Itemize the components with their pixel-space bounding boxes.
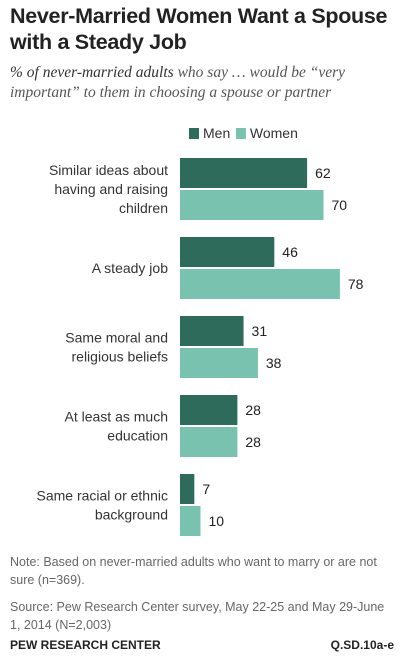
category-label: Same moral and [65,330,168,346]
category-label: background [95,507,168,523]
category-label: children [119,200,168,216]
bar-men [180,395,238,425]
legend-label-women: Women [250,125,298,141]
data-label-women: 38 [266,355,282,371]
bar-men [180,158,308,188]
subtitle-rest: who say … would be “very important” to t… [10,64,346,101]
legend-swatch-men [189,128,199,139]
bar-women [180,190,324,220]
data-label-men: 62 [315,165,331,181]
category-label: Same racial or ethnic [36,488,168,504]
legend-swatch-women [235,128,246,139]
chart-note: Note: Based on never-married adults who … [10,555,377,587]
chart-subtitle: % of never-married adults who say … woul… [10,63,396,103]
data-label-women: 78 [348,276,364,292]
bar-women [180,506,201,536]
data-label-men: 7 [202,481,210,497]
footer-question-id: Q.SD.10a-e [330,638,394,652]
category-label: At least as much [65,409,169,425]
bar-women [180,269,340,299]
data-label-women: 70 [332,197,348,213]
bar-men [180,474,195,504]
bar-men [180,316,244,346]
chart-source: Source: Pew Research Center survey, May … [10,600,385,632]
category-label: having and raising [54,181,168,197]
bar-women [180,427,238,457]
legend-label-men: Men [203,125,230,141]
bar-women [180,348,258,378]
chart-title: Never-Married Women Want a Spouse with a… [10,4,388,54]
category-label: religious beliefs [72,349,169,365]
data-label-men: 46 [282,244,298,260]
data-label-women: 28 [245,434,261,450]
footer-organization: PEW RESEARCH CENTER [10,638,161,652]
data-label-women: 10 [209,513,225,529]
data-label-men: 31 [252,323,268,339]
bar-chart: Men Women Similar ideas about having and ra… [36,125,364,536]
bar-men [180,237,275,267]
chart-footer: PEW RESEARCH CENTER Q.SD.10a-e [10,638,394,652]
subtitle-lead: % of never-married adults [10,64,174,81]
category-label: education [107,428,168,444]
category-label: A steady job [92,260,168,276]
data-label-men: 28 [245,402,261,418]
category-label: Similar ideas about [49,162,168,178]
